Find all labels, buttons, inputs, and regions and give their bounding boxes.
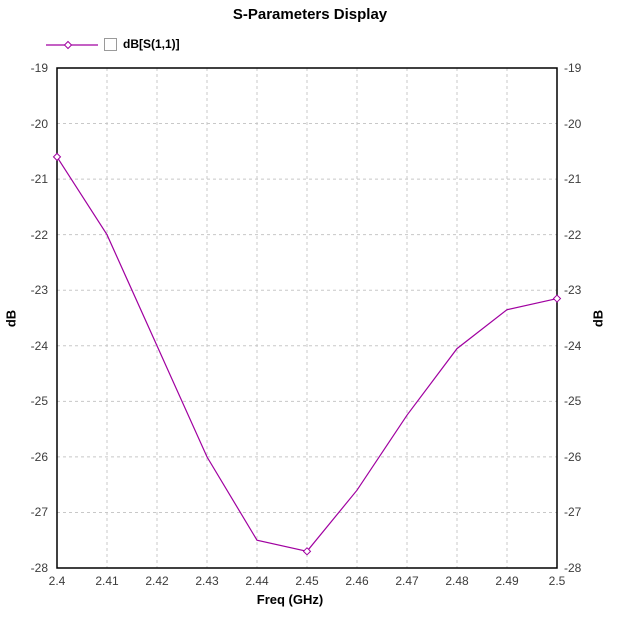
y-tick-label-left: -24 (30, 338, 48, 353)
y-tick-label-right: -23 (564, 283, 582, 298)
x-axis-label: Freq (GHz) (256, 592, 324, 607)
y-tick-label-right: -27 (564, 505, 582, 520)
x-tick-label: 2.48 (445, 574, 469, 588)
x-tick-label: 2.42 (145, 574, 169, 588)
y-axis-label-left: dB (3, 309, 19, 328)
y-axis-label-right: dB (590, 309, 606, 328)
legend-label: dB[S(1,1)] (123, 37, 180, 51)
plot-border (56, 67, 558, 569)
legend-trace-icon (46, 38, 98, 50)
y-tick-label-left: -22 (30, 227, 48, 242)
data-point-marker (302, 547, 312, 556)
x-tick-label: 2.44 (245, 574, 269, 588)
y-tick-label-left: -25 (30, 394, 48, 409)
data-point-marker (552, 294, 562, 303)
x-tick-label: 2.5 (548, 574, 566, 588)
y-tick-label-right: -28 (564, 561, 582, 575)
trace-visibility-checkbox[interactable] (104, 37, 117, 51)
x-tick-label: 2.43 (195, 574, 219, 588)
y-tick-label-left: -23 (30, 283, 48, 298)
y-tick-label-left: -26 (30, 449, 48, 464)
y-tick-label-left: -21 (30, 172, 48, 187)
x-tick-label: 2.41 (95, 574, 119, 588)
y-tick-label-left: -20 (30, 116, 48, 131)
x-tick-label: 2.46 (345, 574, 369, 588)
y-tick-label-right: -25 (564, 394, 582, 409)
y-tick-label-right: -22 (564, 227, 582, 242)
trace-line (56, 156, 558, 552)
data-point-marker (52, 152, 62, 162)
y-tick-label-right: -20 (564, 116, 582, 131)
y-tick-label-left: -19 (30, 61, 48, 75)
x-tick-label: 2.4 (48, 574, 66, 588)
y-tick-label-right: -26 (564, 449, 582, 464)
x-tick-label: 2.49 (495, 574, 519, 588)
y-tick-label-right: -21 (564, 172, 582, 187)
x-tick-label: 2.45 (295, 574, 319, 588)
page-title: S-Parameters Display (232, 6, 388, 23)
x-tick-label: 2.47 (395, 574, 419, 588)
legend: dB[S(1,1)] (46, 36, 180, 52)
y-tick-label-left: -27 (30, 505, 48, 520)
y-tick-label-right: -24 (564, 338, 582, 353)
y-tick-label-right: -19 (564, 61, 582, 75)
y-tick-label-left: -28 (30, 561, 48, 575)
